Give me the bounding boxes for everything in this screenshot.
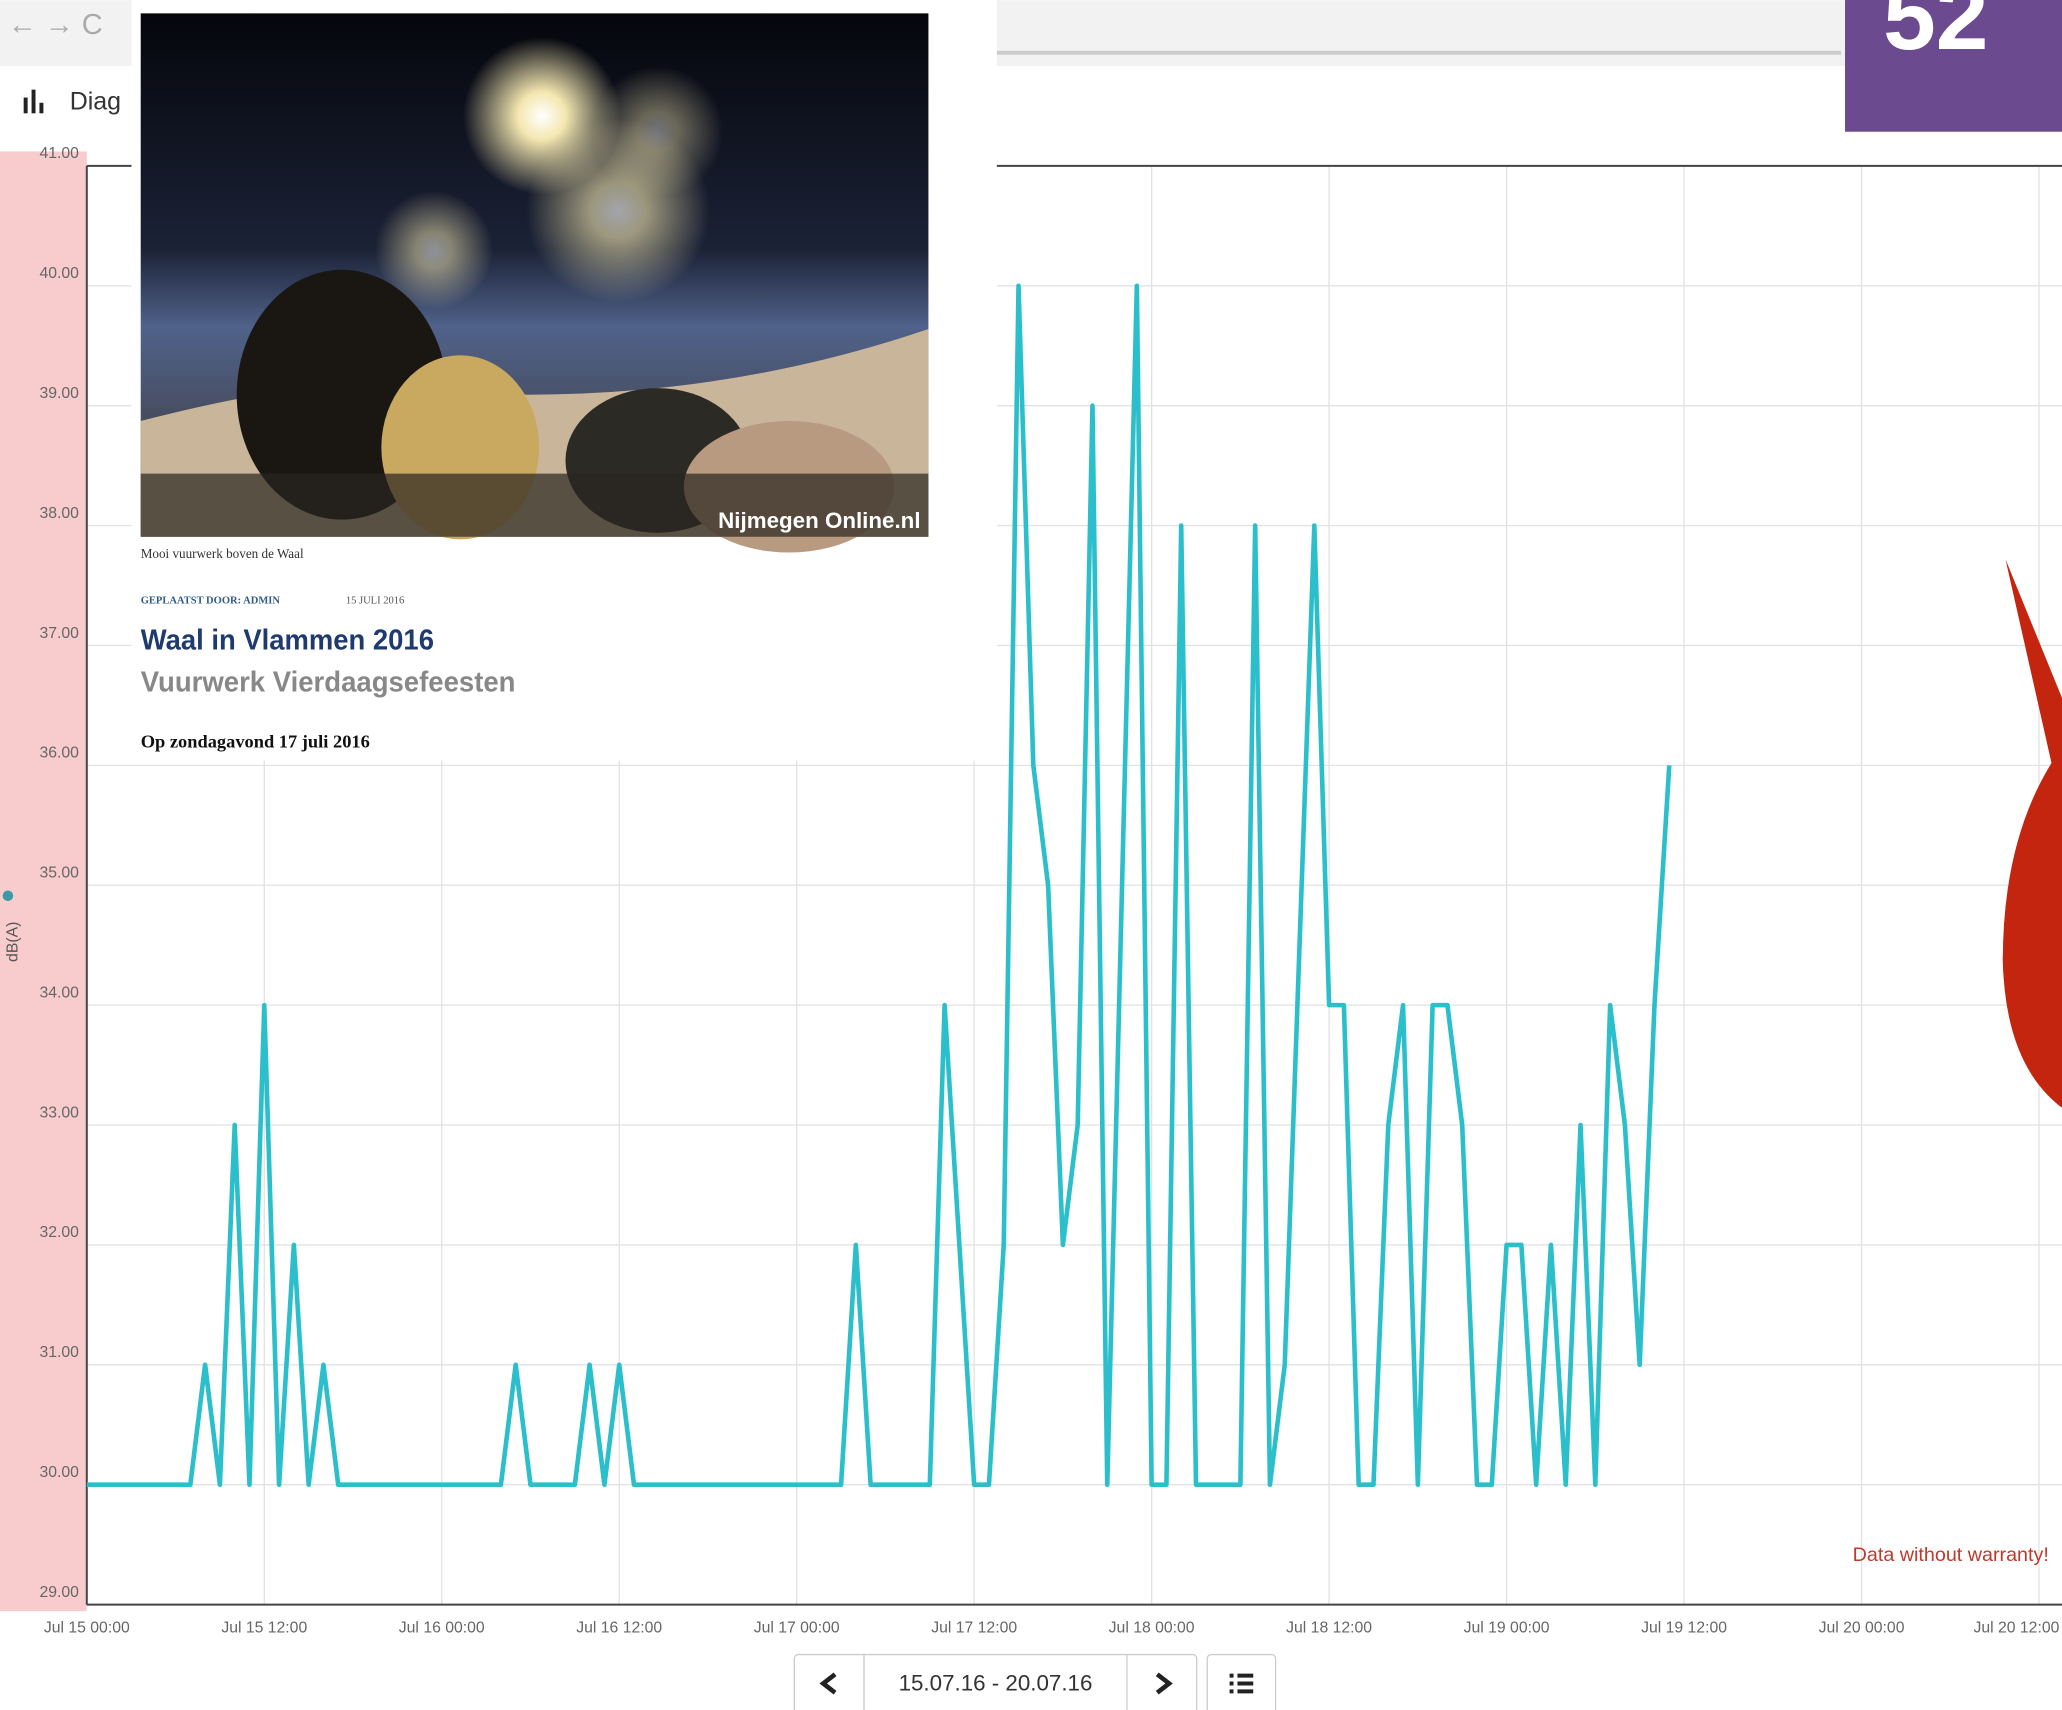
y-tick-label: 29.00 bbox=[39, 1584, 79, 1601]
article-lead: Op zondagavond 17 juli 2016 bbox=[141, 731, 370, 751]
article-subtitle: Vuurwerk Vierdaagsefeesten bbox=[141, 667, 516, 699]
x-tick-label: Jul 20 12:00 bbox=[1973, 1619, 2059, 1636]
y-tick-label: 39.00 bbox=[39, 385, 79, 402]
y-tick-label: 41.00 bbox=[39, 145, 79, 162]
x-tick-label: Jul 20 00:00 bbox=[1819, 1619, 1905, 1636]
x-tick-label: Jul 15 12:00 bbox=[221, 1619, 307, 1636]
photo: Nijmegen Online.nl bbox=[141, 13, 929, 552]
y-tick-label: 30.00 bbox=[39, 1464, 79, 1481]
y-tick-label: 36.00 bbox=[39, 745, 79, 762]
y-tick-label: 32.00 bbox=[39, 1224, 79, 1241]
photo-caption: Mooi vuurwerk boven de Waal bbox=[141, 546, 304, 561]
tab-label: Diag bbox=[70, 87, 121, 115]
badge-text: 52 bbox=[1883, 0, 1988, 70]
x-tick-label: Jul 17 12:00 bbox=[931, 1619, 1017, 1636]
x-tick-label: Jul 17 00:00 bbox=[754, 1619, 840, 1636]
byline: GEPLAATST DOOR: ADMIN bbox=[141, 596, 281, 607]
post-date: 15 JULI 2016 bbox=[346, 596, 404, 607]
x-tick-label: Jul 16 00:00 bbox=[399, 1619, 485, 1636]
y-tick-label: 34.00 bbox=[39, 984, 79, 1001]
axis-dot bbox=[3, 891, 14, 902]
x-tick-label: Jul 15 00:00 bbox=[44, 1619, 130, 1636]
article-title[interactable]: Waal in Vlammen 2016 bbox=[141, 625, 434, 657]
x-tick-label: Jul 19 12:00 bbox=[1641, 1619, 1727, 1636]
y-tick-label: 33.00 bbox=[39, 1104, 79, 1121]
y-tick-label: 38.00 bbox=[39, 505, 79, 522]
screenshot: ← → C Diag Nijmegen Online.nl Mooi vuurw… bbox=[0, 0, 2062, 1710]
y-axis-label: dB(A) bbox=[4, 922, 21, 962]
y-tick-label: 35.00 bbox=[39, 865, 79, 882]
range-label[interactable]: 15.07.16 - 20.07.16 bbox=[899, 1671, 1093, 1696]
x-tick-label: Jul 18 00:00 bbox=[1109, 1619, 1195, 1636]
x-tick-label: Jul 16 12:00 bbox=[576, 1619, 662, 1636]
warranty-note: Data without warranty! bbox=[1853, 1544, 2049, 1566]
y-tick-label: 40.00 bbox=[39, 265, 79, 282]
y-tick-label: 31.00 bbox=[39, 1344, 79, 1361]
watermark: Nijmegen Online.nl bbox=[718, 508, 920, 533]
nav-buttons[interactable]: ← → C bbox=[8, 9, 103, 41]
x-tick-label: Jul 19 00:00 bbox=[1464, 1619, 1550, 1636]
y-tick-label: 37.00 bbox=[39, 625, 79, 642]
range-nav: 15.07.16 - 20.07.16 bbox=[794, 1655, 1275, 1710]
toolbar-label: Diag bbox=[24, 87, 121, 115]
x-tick-label: Jul 18 12:00 bbox=[1286, 1619, 1372, 1636]
